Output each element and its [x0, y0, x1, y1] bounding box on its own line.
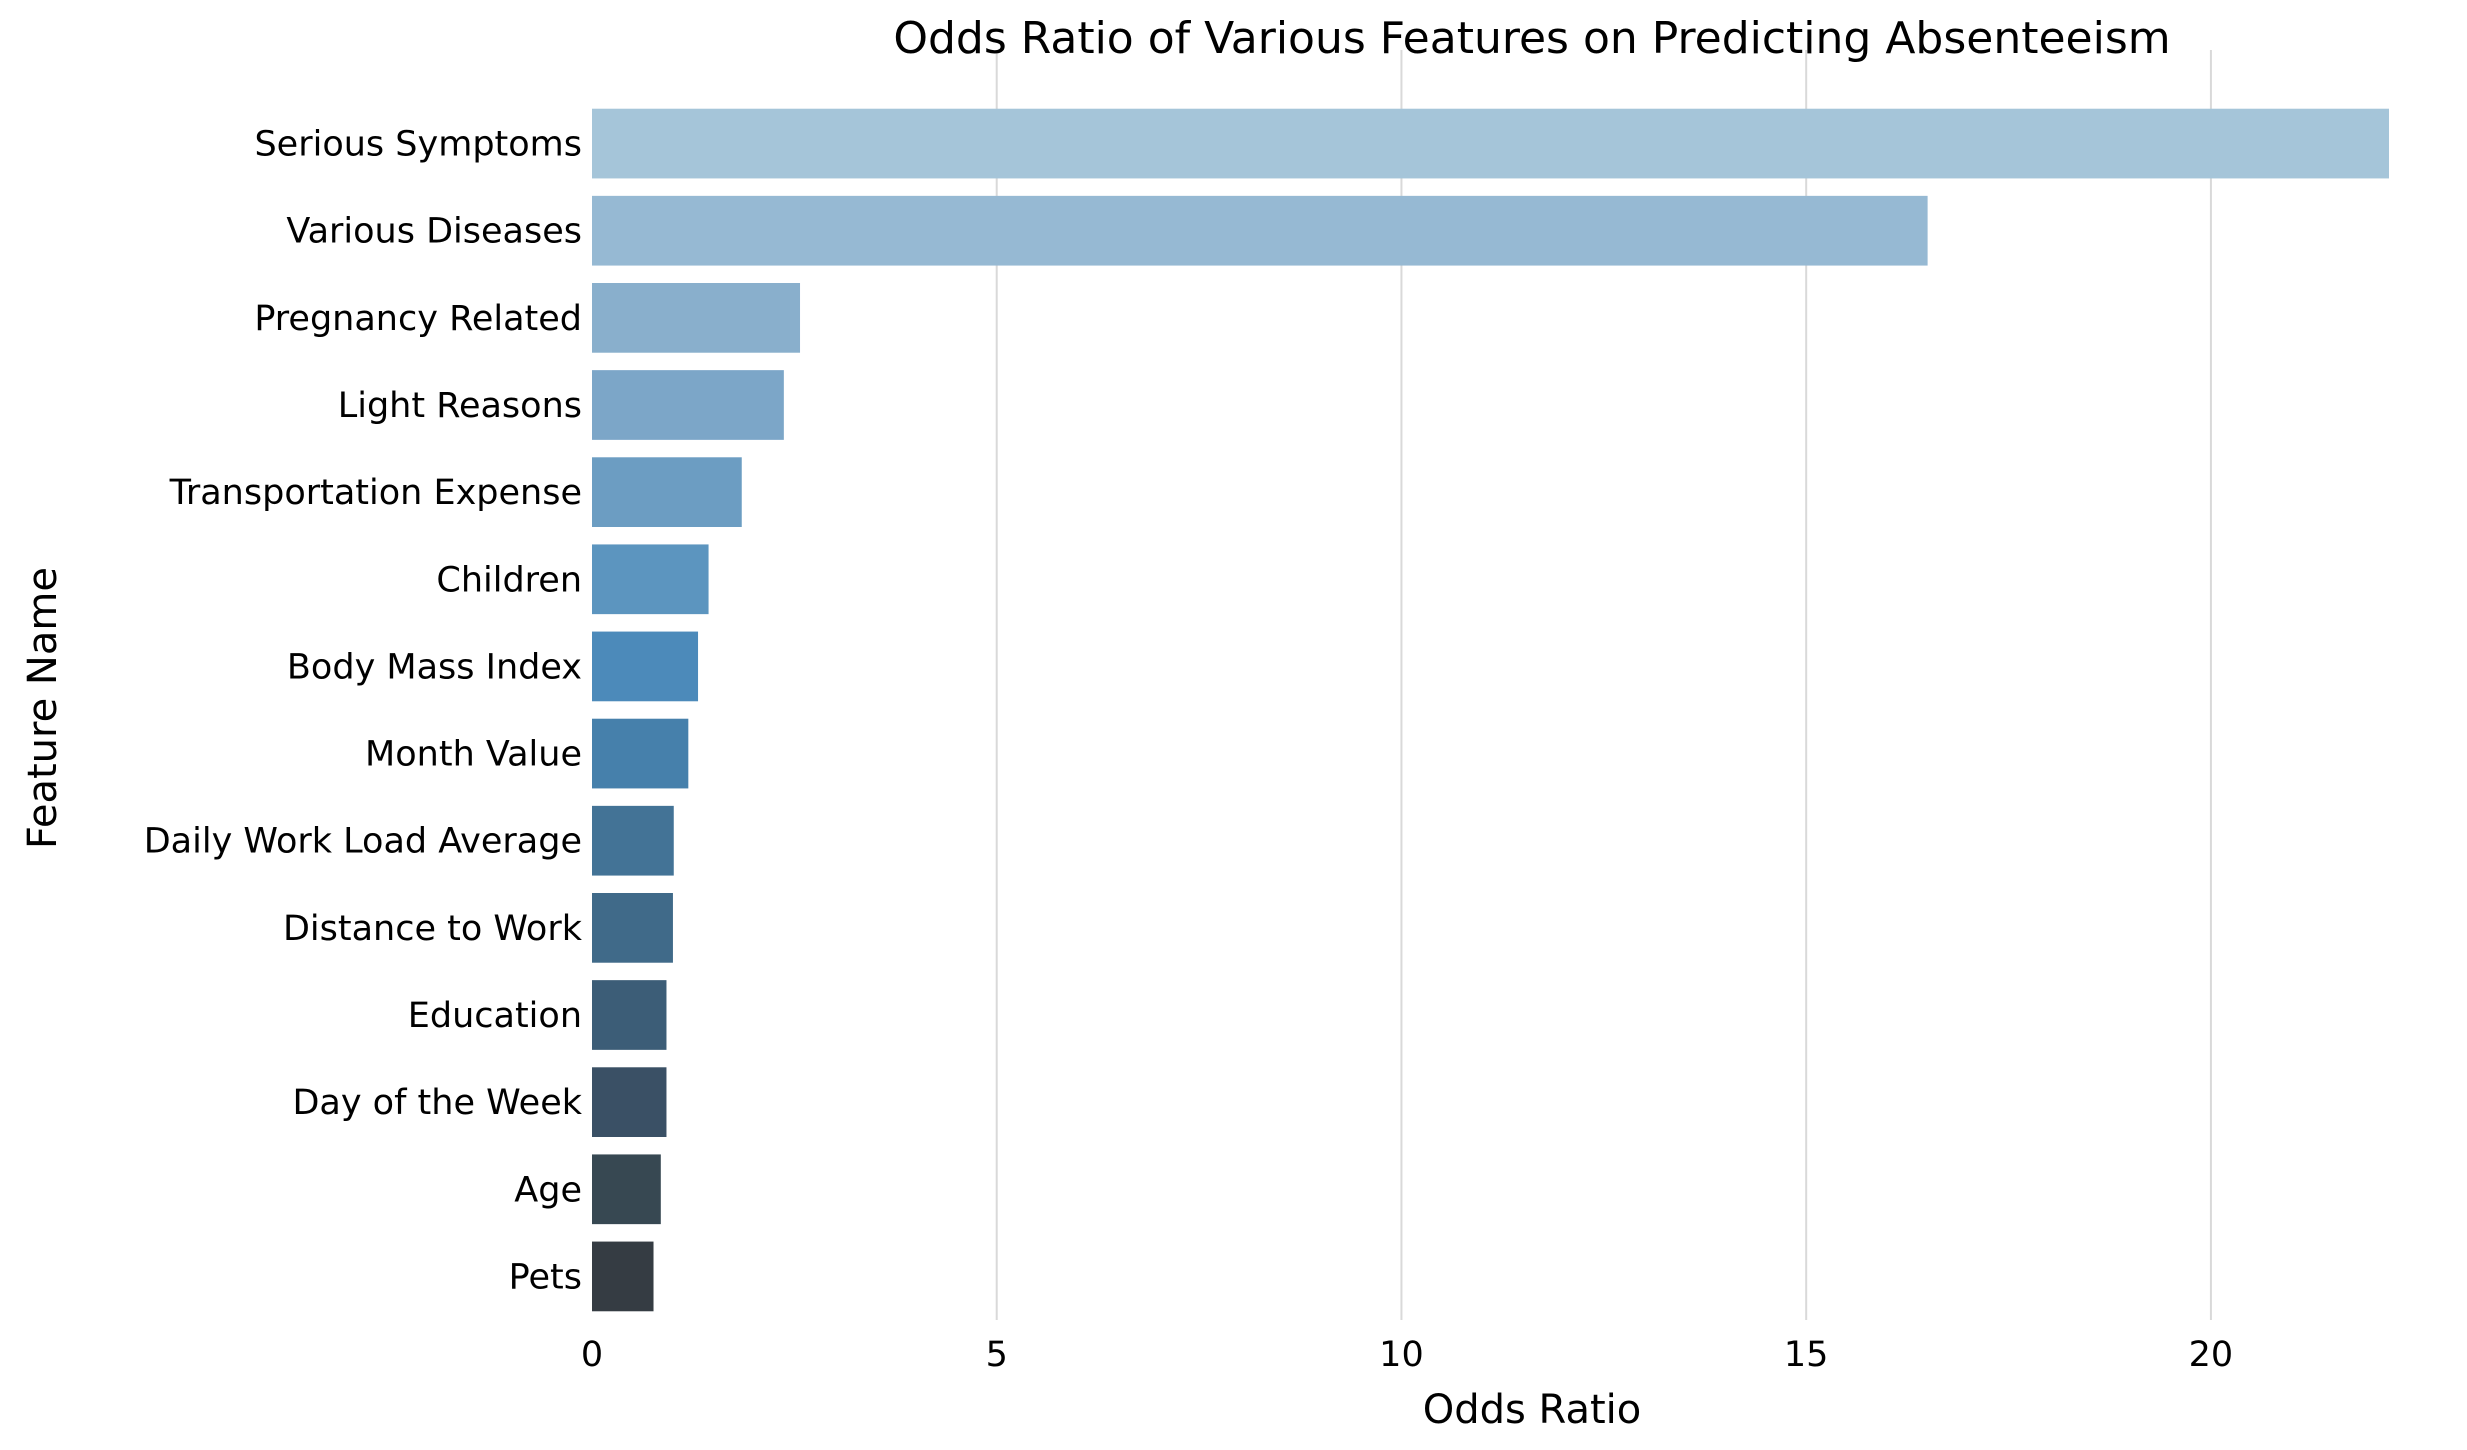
y-tick-label: Education: [408, 996, 582, 1036]
y-tick-label: Day of the Week: [292, 1083, 582, 1123]
y-tick-label: Distance to Work: [283, 909, 583, 949]
x-tick-label: 15: [1784, 1335, 1829, 1375]
bar: [592, 631, 699, 702]
y-tick-labels: Serious Symptoms Various Diseases Pregnanc…: [144, 125, 583, 1298]
y-tick-label: Transportation Expense: [169, 473, 582, 513]
bar: [592, 980, 667, 1050]
y-tick-label: Age: [514, 1170, 582, 1210]
bars: [592, 108, 2389, 1312]
y-tick-label: Children: [436, 560, 582, 600]
bar: [592, 457, 742, 527]
bar: [592, 1154, 661, 1225]
bar: [592, 195, 1928, 266]
y-tick-label: Light Reasons: [338, 386, 582, 426]
x-tick-label: 5: [986, 1335, 1008, 1375]
x-axis-label: Odds Ratio: [1423, 1387, 1642, 1433]
y-tick-label: Body Mass Index: [287, 647, 582, 687]
bar: [592, 370, 784, 440]
y-tick-label: Pregnancy Related: [254, 299, 582, 339]
y-axis-label: Feature Name: [20, 567, 66, 849]
y-tick-label: Daily Work Load Average: [144, 822, 582, 862]
bar: [592, 283, 801, 353]
bar: [592, 108, 2389, 179]
x-tick-label: 20: [2189, 1335, 2234, 1375]
y-tick-label: Month Value: [365, 735, 582, 775]
x-tick-label: 10: [1379, 1335, 1424, 1375]
bar: [592, 1241, 654, 1312]
y-tick-label: Serious Symptoms: [254, 125, 582, 165]
bar: [592, 893, 673, 963]
bar: [592, 805, 674, 876]
y-tick-label: Pets: [509, 1257, 582, 1297]
x-tick-labels: 0 5 10 15 20: [581, 1335, 2233, 1375]
bar: [592, 718, 689, 789]
bar: [592, 544, 709, 615]
chart-title: Odds Ratio of Various Features on Predic…: [893, 13, 2170, 64]
bar: [592, 1067, 667, 1137]
x-tick-label: 0: [581, 1335, 603, 1375]
y-tick-label: Various Diseases: [286, 212, 582, 252]
